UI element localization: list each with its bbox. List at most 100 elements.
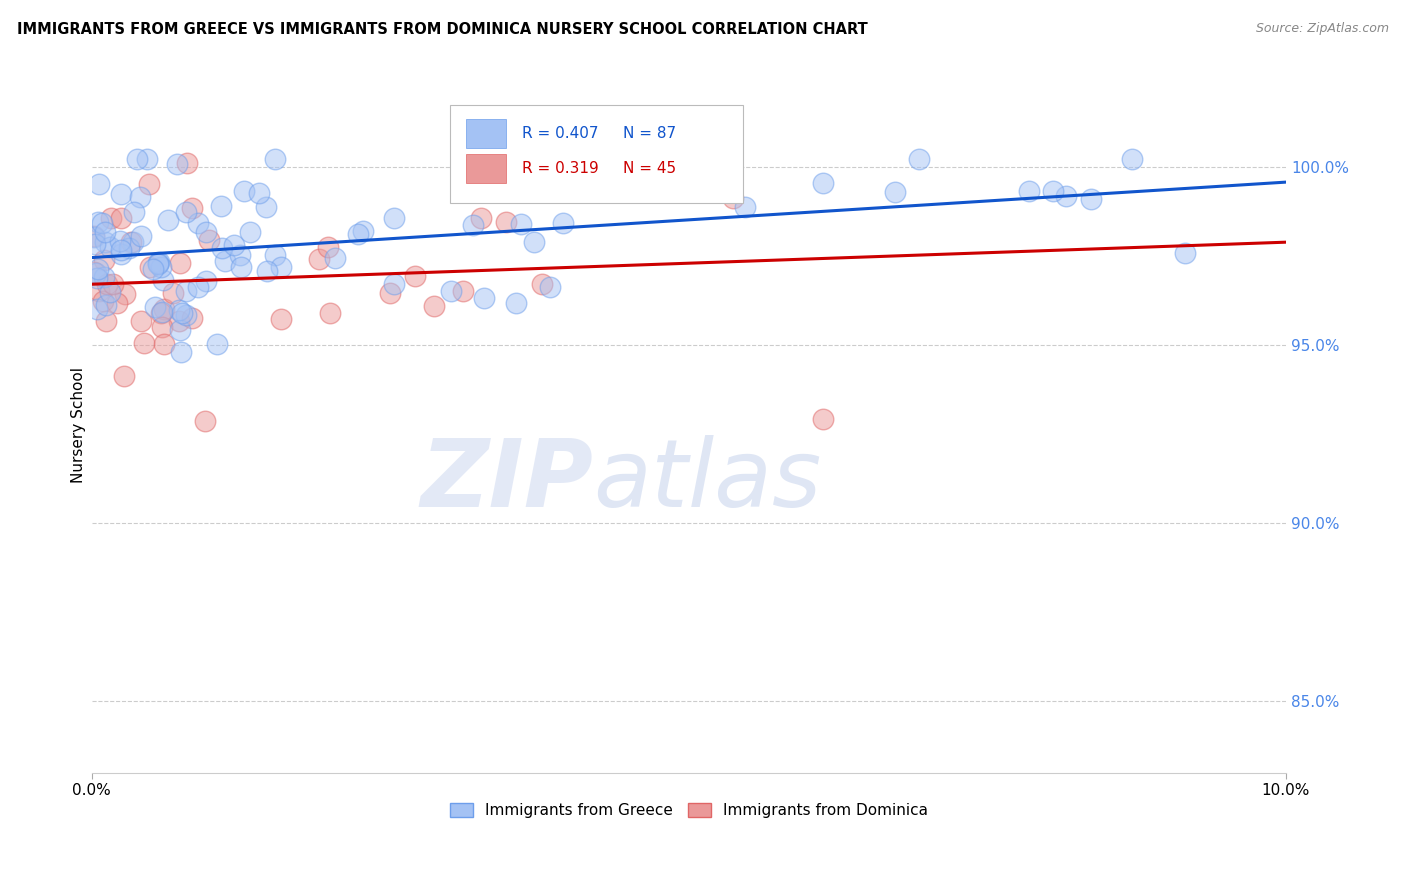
- Point: [1018, 185, 1040, 199]
- Point: [118, 241, 141, 255]
- FancyBboxPatch shape: [465, 154, 506, 183]
- Point: [127, 153, 149, 167]
- Point: [169, 323, 191, 337]
- Point: [170, 345, 193, 359]
- Point: [94, 314, 117, 328]
- Point: [180, 201, 202, 215]
- Point: [98, 285, 121, 300]
- Point: [181, 311, 204, 326]
- Point: [84, 236, 107, 251]
- Point: [149, 260, 172, 275]
- Point: [143, 300, 166, 314]
- Point: [263, 153, 285, 167]
- Point: [170, 306, 193, 320]
- Point: [222, 238, 245, 252]
- Point: [87, 284, 110, 298]
- Point: [453, 284, 475, 298]
- Point: [128, 190, 150, 204]
- Point: [108, 234, 131, 248]
- Point: [122, 235, 145, 249]
- Y-axis label: Nursery School: Nursery School: [72, 368, 86, 483]
- Point: [1042, 185, 1064, 199]
- Point: [187, 280, 209, 294]
- Point: [380, 285, 402, 300]
- Point: [352, 224, 374, 238]
- Point: [247, 186, 270, 200]
- Point: [323, 251, 346, 265]
- Point: [98, 240, 121, 254]
- Legend: Immigrants from Greece, Immigrants from Dominica: Immigrants from Greece, Immigrants from …: [443, 797, 934, 824]
- Point: [1121, 153, 1143, 167]
- Point: [105, 296, 128, 310]
- Point: [509, 217, 531, 231]
- Point: [156, 212, 179, 227]
- Point: [505, 295, 527, 310]
- Point: [93, 253, 115, 268]
- Point: [134, 335, 156, 350]
- Point: [908, 153, 931, 167]
- Point: [138, 178, 160, 192]
- Point: [205, 337, 228, 351]
- Text: R = 0.319: R = 0.319: [522, 161, 599, 176]
- Point: [87, 178, 110, 192]
- Point: [811, 177, 834, 191]
- Point: [110, 244, 132, 258]
- Point: [174, 308, 197, 322]
- Text: ZIP: ZIP: [420, 434, 593, 526]
- Point: [531, 277, 554, 292]
- Point: [162, 285, 184, 300]
- Point: [551, 216, 574, 230]
- Point: [1054, 189, 1077, 203]
- Point: [110, 247, 132, 261]
- Point: [382, 211, 405, 225]
- Point: [382, 277, 405, 292]
- Point: [523, 235, 546, 249]
- Point: [129, 313, 152, 327]
- Point: [150, 304, 173, 318]
- Point: [198, 233, 221, 247]
- Point: [270, 260, 292, 275]
- Point: [734, 200, 756, 214]
- Point: [110, 187, 132, 202]
- Point: [86, 262, 108, 277]
- Point: [129, 228, 152, 243]
- Point: [721, 191, 744, 205]
- Point: [229, 260, 252, 274]
- FancyBboxPatch shape: [450, 105, 742, 202]
- Point: [472, 291, 495, 305]
- Point: [146, 256, 169, 270]
- Point: [423, 299, 446, 313]
- Point: [142, 262, 165, 277]
- Point: [228, 248, 250, 262]
- Point: [176, 205, 198, 219]
- Point: [86, 270, 108, 285]
- Point: [176, 156, 198, 170]
- Point: [567, 185, 589, 199]
- Point: [86, 301, 108, 316]
- Point: [531, 156, 554, 170]
- Point: [120, 235, 142, 249]
- Point: [1174, 246, 1197, 260]
- Point: [148, 254, 170, 268]
- Point: [346, 227, 368, 241]
- Point: [461, 218, 484, 232]
- Point: [86, 215, 108, 229]
- Text: N = 45: N = 45: [623, 161, 676, 176]
- Point: [150, 306, 173, 320]
- Point: [96, 298, 118, 312]
- Point: [122, 205, 145, 219]
- Point: [239, 225, 262, 239]
- Point: [83, 229, 105, 244]
- Point: [538, 280, 561, 294]
- Point: [209, 199, 232, 213]
- Point: [167, 314, 190, 328]
- Point: [316, 239, 339, 253]
- Point: [94, 235, 117, 249]
- Point: [83, 264, 105, 278]
- Point: [187, 216, 209, 230]
- Point: [93, 269, 115, 284]
- Point: [91, 294, 114, 309]
- Point: [84, 266, 107, 280]
- Point: [1080, 192, 1102, 206]
- Point: [813, 412, 835, 426]
